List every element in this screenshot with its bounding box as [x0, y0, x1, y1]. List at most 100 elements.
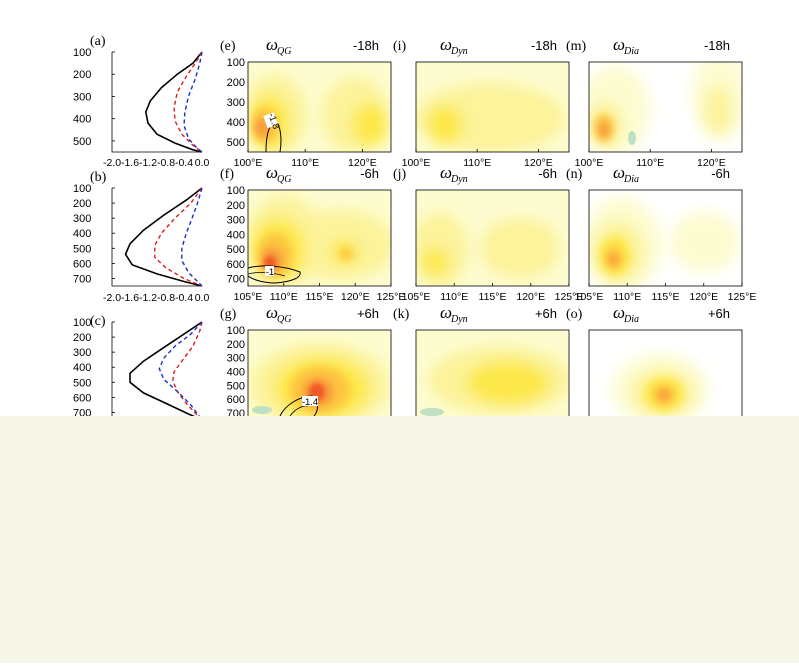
y-tick-label: 500 — [73, 136, 91, 148]
omega-symbol: ω — [266, 303, 278, 322]
x-tick-label: 120°E — [348, 157, 377, 169]
field-e — [248, 62, 391, 152]
panel-label-k: (k) — [393, 307, 410, 322]
omega-symbol: ω — [440, 35, 452, 54]
x-tick-label: 110°E — [636, 157, 664, 169]
x-tick-label: 105°E — [575, 291, 604, 303]
y-tick-label: 500 — [73, 377, 91, 389]
frame-e — [247, 61, 392, 153]
y-tick-label: 600 — [73, 258, 91, 270]
field-f — [248, 190, 391, 286]
x-tick-label: -1.6 — [121, 157, 139, 169]
y-tick-label: 300 — [73, 213, 91, 225]
y-tick-label: 100 — [227, 325, 245, 337]
x-tick-label: 115°E — [306, 291, 334, 303]
y-tick-label: 500 — [227, 137, 245, 149]
y-tick-label: 100 — [73, 47, 91, 59]
y-tick-label: 300 — [73, 91, 91, 103]
x-tick-label: 100°E — [575, 157, 604, 169]
lower-background-band — [0, 416, 799, 663]
x-tick-label: 115°E — [479, 291, 507, 303]
x-tick-label: 0.0 — [195, 157, 210, 169]
x-tick-label: 110°E — [613, 291, 641, 303]
field-o — [589, 330, 742, 416]
field-n — [589, 190, 742, 286]
x-tick-label: -0.4 — [175, 157, 193, 169]
x-tick-label: 105°E — [234, 291, 263, 303]
y-tick-label: 700 — [227, 274, 245, 286]
y-tick-label: 400 — [227, 117, 245, 129]
y-tick-label: 200 — [73, 332, 91, 344]
profile-line — [183, 51, 203, 153]
time-label: -18h — [704, 38, 730, 53]
y-tick-label: 400 — [73, 228, 91, 240]
y-tick-label: 300 — [227, 353, 245, 365]
time-label: -6h — [711, 166, 730, 181]
y-tick-label: 200 — [73, 69, 91, 81]
field-i — [416, 62, 569, 152]
time-label: +6h — [708, 306, 730, 321]
y-tick-label: 400 — [227, 367, 245, 379]
panel-label-a: (a) — [90, 34, 106, 49]
x-tick-label: 0.0 — [195, 292, 210, 304]
omega-subscript: Dia — [623, 174, 639, 185]
x-tick-label: 120°E — [697, 157, 726, 169]
profile-lines — [124, 51, 203, 421]
frame-m — [588, 61, 743, 153]
omega-symbol: ω — [266, 35, 278, 54]
panel-label-f: (f) — [220, 167, 234, 182]
panel-label-i: (i) — [393, 39, 407, 54]
x-tick-label: -2.0 — [103, 157, 121, 169]
panel-label-o: (o) — [566, 307, 583, 322]
x-tick-label: -2.0 — [103, 292, 121, 304]
profile-line — [172, 321, 203, 421]
x-tick-label: 115°E — [652, 291, 680, 303]
y-tick-label: 100 — [73, 317, 91, 329]
contour-value-label: -1.8 — [265, 112, 281, 131]
x-tick-label: 105°E — [402, 291, 431, 303]
profile-line — [181, 187, 203, 287]
y-tick-label: 600 — [227, 259, 245, 271]
omega-symbol: ω — [266, 163, 278, 182]
x-tick-label: 125°E — [555, 291, 584, 303]
y-tick-label: 200 — [227, 200, 245, 212]
y-tick-label: 500 — [73, 243, 91, 255]
time-label: -18h — [531, 38, 557, 53]
profile-line — [173, 51, 203, 153]
omega-subscript: QG — [277, 314, 291, 325]
profile-line — [154, 187, 203, 287]
profile-line — [129, 321, 203, 421]
panel-label-g: (g) — [220, 307, 237, 322]
profile-line — [144, 51, 203, 153]
panel-label-m: (m) — [566, 39, 587, 54]
y-tick-label: 600 — [227, 394, 245, 406]
panel-label-j: (j) — [393, 167, 407, 182]
y-tick-label: 100 — [73, 183, 91, 195]
y-tick-label: 500 — [227, 380, 245, 392]
x-tick-label: 120°E — [689, 291, 718, 303]
x-tick-label: 110°E — [291, 157, 319, 169]
y-tick-label: 300 — [73, 347, 91, 359]
y-tick-label: 700 — [73, 273, 91, 285]
y-tick-label: 100 — [227, 185, 245, 197]
x-tick-label: -0.4 — [175, 292, 193, 304]
panel-label-e: (e) — [220, 39, 236, 54]
time-label: +6h — [357, 306, 379, 321]
omega-subscript: Dyn — [450, 46, 468, 57]
contour-labels: -1.8 -1 -1.4 — [265, 112, 318, 408]
time-label: -18h — [353, 38, 379, 53]
omega-subscript: Dyn — [450, 174, 468, 185]
profile-line — [124, 187, 203, 287]
panel-label-b: (b) — [90, 170, 107, 185]
y-tick-label: 200 — [227, 77, 245, 89]
x-tick-label: -0.8 — [157, 157, 175, 169]
x-tick-label: 110°E — [270, 291, 298, 303]
field-m — [589, 62, 742, 152]
field-j — [416, 190, 569, 286]
omega-subscript: Dia — [623, 46, 639, 57]
y-tick-label: 500 — [227, 244, 245, 256]
y-tick-label: 100 — [227, 57, 245, 69]
y-tick-label: 600 — [73, 392, 91, 404]
y-tick-label: 400 — [227, 229, 245, 241]
